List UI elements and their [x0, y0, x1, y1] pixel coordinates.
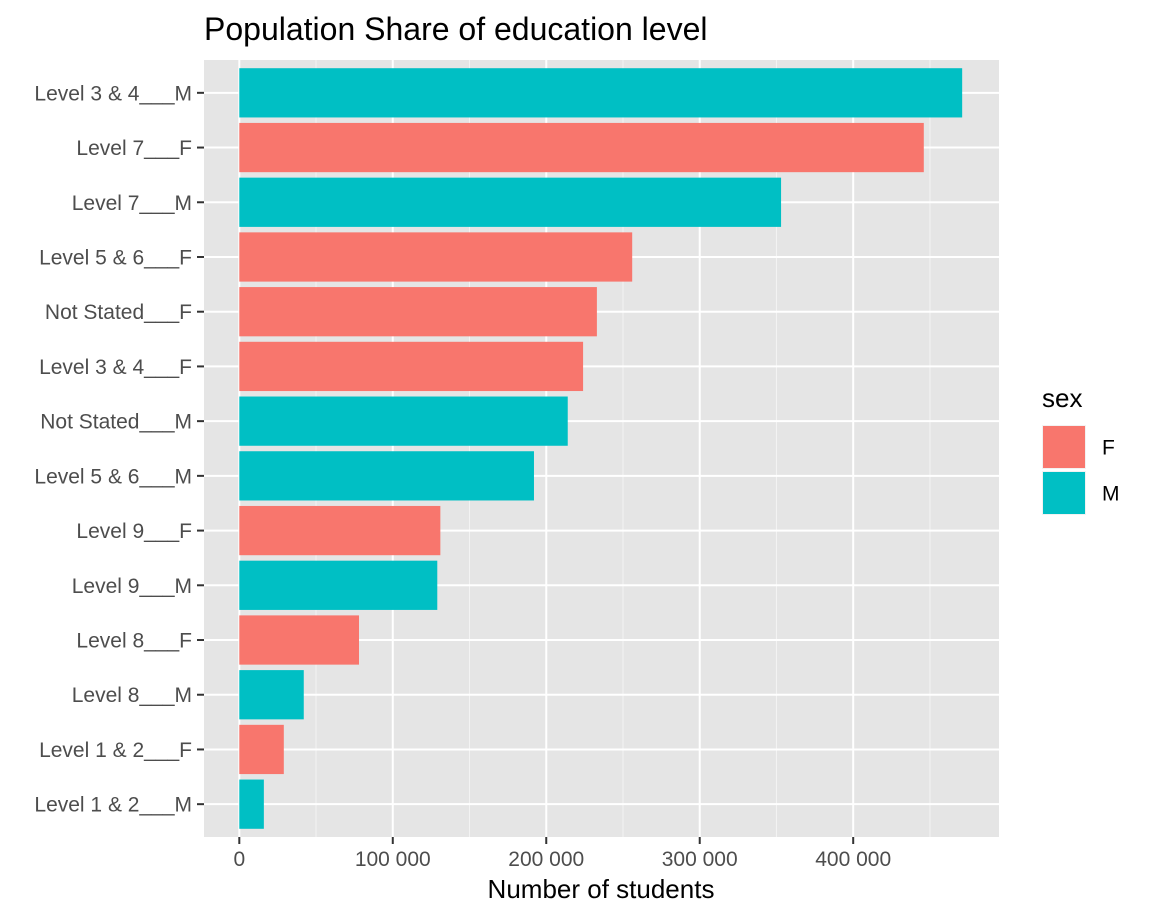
legend-label-M: M	[1102, 483, 1120, 506]
x-axis: 0 100 000 200 000 300 000 400 000	[233, 837, 891, 871]
y-axis: Level 3 & 4___M Level 7___F Level 7___M Lev…	[34, 82, 204, 817]
chart-title: Population Share of education level	[204, 11, 707, 47]
y-tick-label: Not Stated___M	[40, 411, 192, 434]
bar-M	[239, 779, 264, 829]
bar-F	[239, 232, 633, 282]
y-tick-label: Level 5 & 6___F	[39, 246, 192, 269]
bars-group	[239, 68, 963, 829]
y-tick-label: Level 1 & 2___M	[34, 794, 192, 817]
bar-F	[239, 615, 360, 665]
y-tick-label: Level 9___F	[76, 520, 192, 543]
y-tick-label: Level 7___M	[72, 192, 192, 215]
bar-M	[239, 451, 534, 501]
bar-M	[239, 396, 568, 446]
legend-swatch-M	[1043, 472, 1085, 514]
y-tick-label: Level 7___F	[76, 137, 192, 160]
bar-F	[239, 122, 924, 173]
y-tick-label: Level 3 & 4___M	[34, 82, 192, 105]
y-tick-label: Level 1 & 2___F	[39, 739, 192, 762]
x-tick-label: 100 000	[355, 848, 431, 871]
bar-M	[239, 670, 304, 720]
legend-swatch-F	[1043, 426, 1085, 468]
legend-label-F: F	[1102, 437, 1115, 460]
bar-M	[239, 68, 963, 118]
bar-M	[239, 177, 782, 227]
plot-panel	[204, 60, 999, 837]
legend-title: sex	[1042, 383, 1082, 413]
y-tick-label: Level 5 & 6___M	[34, 465, 192, 488]
bar-F	[239, 505, 441, 556]
x-tick-label: 300 000	[662, 848, 738, 871]
bar-F	[239, 341, 584, 392]
bar-F	[239, 287, 597, 337]
bar-M	[239, 560, 438, 610]
x-tick-label: 0	[233, 848, 245, 871]
y-tick-label: Level 8___M	[72, 684, 192, 707]
x-tick-label: 400 000	[815, 848, 891, 871]
legend: sex FM	[1042, 383, 1120, 515]
y-tick-label: Level 8___F	[76, 630, 192, 653]
y-tick-label: Level 3 & 4___F	[39, 356, 192, 379]
y-tick-label: Level 9___M	[72, 575, 192, 598]
x-axis-title: Number of students	[488, 874, 715, 904]
bar-F	[239, 724, 284, 775]
x-tick-label: 200 000	[508, 848, 584, 871]
y-tick-label: Not Stated___F	[45, 301, 192, 324]
